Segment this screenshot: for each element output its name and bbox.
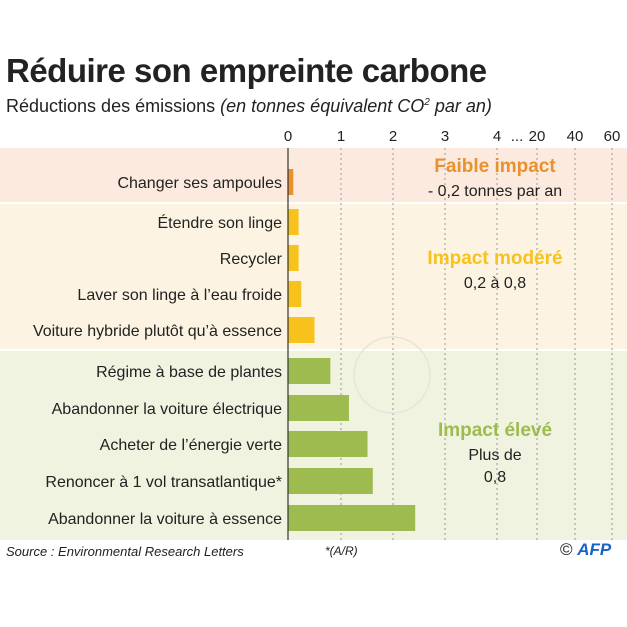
- bar: [288, 281, 302, 307]
- bar: [288, 505, 416, 531]
- tick-label: 1: [337, 128, 345, 145]
- tick-label: 0: [284, 128, 292, 145]
- category-label: Abandonner la voiture à essence: [48, 511, 282, 528]
- category-label: Abandonner la voiture électrique: [52, 401, 282, 418]
- category-label: Renoncer à 1 vol transatlantique*: [45, 474, 282, 491]
- category-label: Laver son linge à l’eau froide: [77, 287, 282, 304]
- copyright-symbol: ©: [560, 540, 573, 559]
- bar: [288, 395, 349, 421]
- tick-label: 20: [529, 128, 546, 145]
- category-label: Changer ses ampoules: [117, 175, 282, 192]
- bar: [288, 209, 299, 235]
- subtitle-end: par an): [429, 96, 492, 116]
- bar: [288, 358, 331, 384]
- band-faible: [0, 148, 627, 203]
- watermark-icon: [353, 336, 431, 414]
- category-label: Voiture hybride plutôt qu’à essence: [33, 323, 282, 340]
- axis-break-label: ...: [511, 128, 524, 145]
- category-label: Acheter de l’énergie verte: [100, 437, 282, 454]
- bar: [288, 468, 373, 494]
- afp-logo: © AFP: [560, 540, 611, 560]
- group-description: - 0,2 tonnes par an: [428, 183, 562, 200]
- tick-label: 2: [389, 128, 397, 145]
- footnote: *(A/R): [325, 544, 358, 558]
- bar: [288, 245, 299, 271]
- category-label: Régime à base de plantes: [96, 364, 282, 381]
- bar: [288, 169, 294, 195]
- logo-text: AFP: [577, 540, 612, 559]
- tick-label: 4: [493, 128, 501, 145]
- group-title: Faible impact: [434, 156, 556, 177]
- tick-label: 60: [604, 128, 621, 145]
- group-description: Plus de: [468, 447, 521, 464]
- subtitle-sup: 2: [424, 97, 430, 108]
- subtitle-main: Réductions des émissions: [6, 96, 216, 116]
- bar: [288, 317, 315, 343]
- category-label: Recycler: [220, 251, 283, 268]
- group-title: Impact modéré: [427, 248, 562, 269]
- group-description: 0,8: [484, 469, 506, 486]
- page-title: Réduire son empreinte carbone: [6, 52, 487, 89]
- subtitle-unit: (en tonnes équivalent CO: [220, 96, 425, 116]
- subtitle: Réductions des émissions (en tonnes équi…: [6, 96, 492, 117]
- tick-label: 40: [567, 128, 584, 145]
- group-title: Impact élevé: [438, 420, 552, 441]
- bar: [288, 431, 368, 457]
- group-description: 0,2 à 0,8: [464, 275, 526, 292]
- source-note: Source : Environmental Research Letters: [6, 544, 244, 559]
- category-label: Étendre son linge: [157, 213, 282, 232]
- tick-label: 3: [441, 128, 449, 145]
